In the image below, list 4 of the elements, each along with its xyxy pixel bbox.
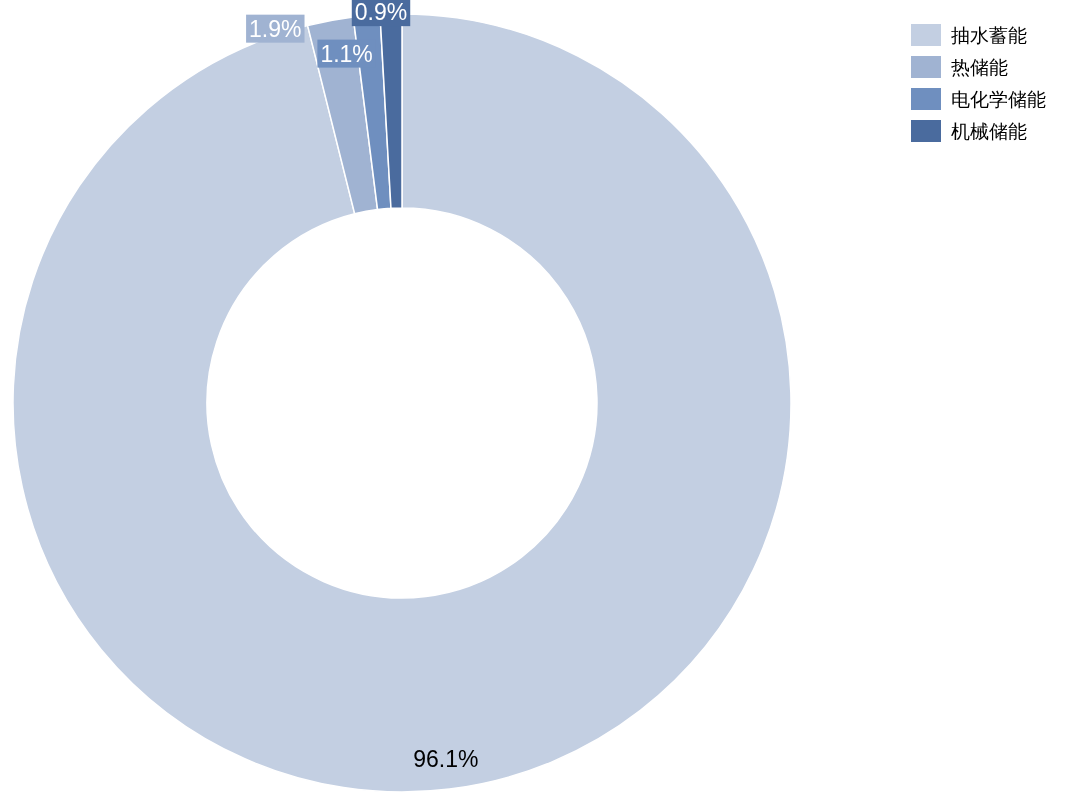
- legend-label: 热储能: [951, 56, 1008, 78]
- legend-label: 机械储能: [951, 120, 1027, 142]
- legend-label: 电化学储能: [951, 88, 1046, 110]
- legend-label: 抽水蓄能: [951, 24, 1027, 46]
